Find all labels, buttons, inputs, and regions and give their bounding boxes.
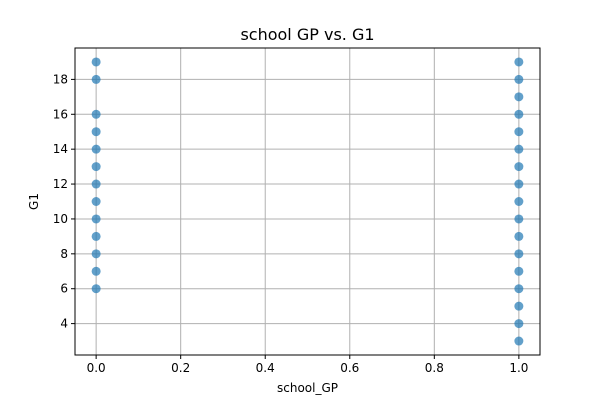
data-point [514,162,524,172]
y-tick-label: 8 [60,247,68,261]
data-point [514,57,524,67]
y-tick-label: 6 [60,282,68,296]
data-point [514,301,524,311]
axis-ticks: 0.0 0.2 0.4 0.6 0.8 1.0 4 6 8 10 12 14 16 18 [53,72,529,375]
data-point [91,162,101,172]
data-point [91,57,101,67]
x-tick-label: 0.6 [340,361,359,375]
data-point [514,92,524,102]
data-point [91,231,101,241]
data-point [514,144,524,154]
chart-title: school GP vs. G1 [240,25,374,44]
data-point [91,197,101,206]
data-point [91,74,101,84]
data-point [91,249,101,259]
data-point [514,179,524,189]
data-points [91,57,524,346]
data-point [514,74,524,84]
data-point [91,284,101,294]
data-point [91,144,101,154]
data-point [514,266,524,276]
data-point [514,214,524,224]
y-tick-label: 4 [60,317,68,331]
data-point [514,197,524,206]
data-point [91,266,101,276]
y-tick-label: 10 [53,212,68,226]
x-axis-label: school_GP [277,381,338,395]
y-tick-label: 18 [53,72,68,86]
data-point [91,214,101,224]
data-point [91,109,101,119]
x-tick-label: 1.0 [509,361,528,375]
x-tick-label: 0.0 [87,361,106,375]
data-point [91,127,101,137]
y-tick-label: 16 [53,107,68,121]
data-point [514,127,524,137]
data-point [514,231,524,241]
data-point [514,109,524,119]
data-point [514,284,524,294]
data-point [91,179,101,189]
y-tick-label: 14 [53,142,68,156]
plot-frame [74,47,541,356]
data-point [514,336,524,346]
data-point [514,319,524,329]
y-axis-label: G1 [27,193,41,210]
data-point [514,249,524,259]
y-tick-label: 12 [53,177,68,191]
x-tick-label: 0.8 [425,361,444,375]
x-tick-label: 0.2 [171,361,190,375]
x-tick-label: 0.4 [256,361,275,375]
